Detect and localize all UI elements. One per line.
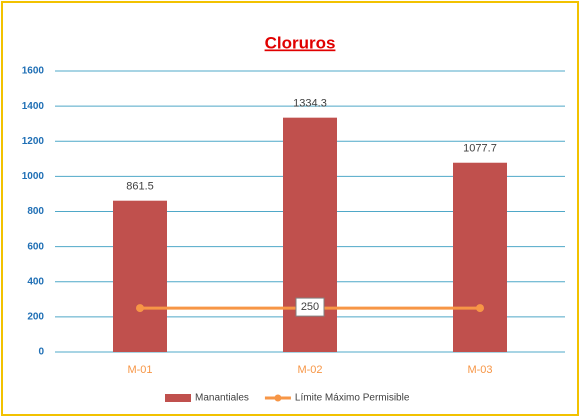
- x-tick-label: M-01: [127, 364, 152, 376]
- x-tick-label: M-03: [467, 364, 492, 376]
- y-tick-label: 1400: [22, 101, 45, 112]
- y-tick-label: 1200: [22, 136, 45, 147]
- y-tick-label: 0: [38, 347, 44, 358]
- x-tick-label: M-02: [297, 364, 322, 376]
- legend-label: Manantiales: [195, 393, 249, 404]
- legend-swatch: [165, 394, 191, 402]
- line-marker: [476, 304, 484, 313]
- y-tick-label: 600: [27, 241, 44, 252]
- bar: [453, 162, 507, 352]
- data-label-box: [295, 297, 325, 317]
- legend-marker: [274, 394, 282, 402]
- data-label: 1334.3: [293, 98, 327, 110]
- bar: [283, 117, 337, 352]
- bar: [113, 200, 167, 352]
- y-tick-label: 400: [27, 276, 44, 287]
- legend-label: Límite Máximo Permisible: [295, 393, 410, 404]
- y-tick-label: 200: [27, 312, 44, 323]
- data-label: 250: [301, 301, 319, 313]
- line-marker: [136, 304, 144, 313]
- y-tick-label: 800: [27, 206, 44, 217]
- data-label: 1077.7: [463, 143, 497, 155]
- y-tick-label: 1600: [22, 66, 45, 77]
- data-label: 861.5: [126, 181, 154, 193]
- y-tick-label: 1000: [22, 171, 45, 182]
- chart-title: Cloruros: [265, 33, 336, 52]
